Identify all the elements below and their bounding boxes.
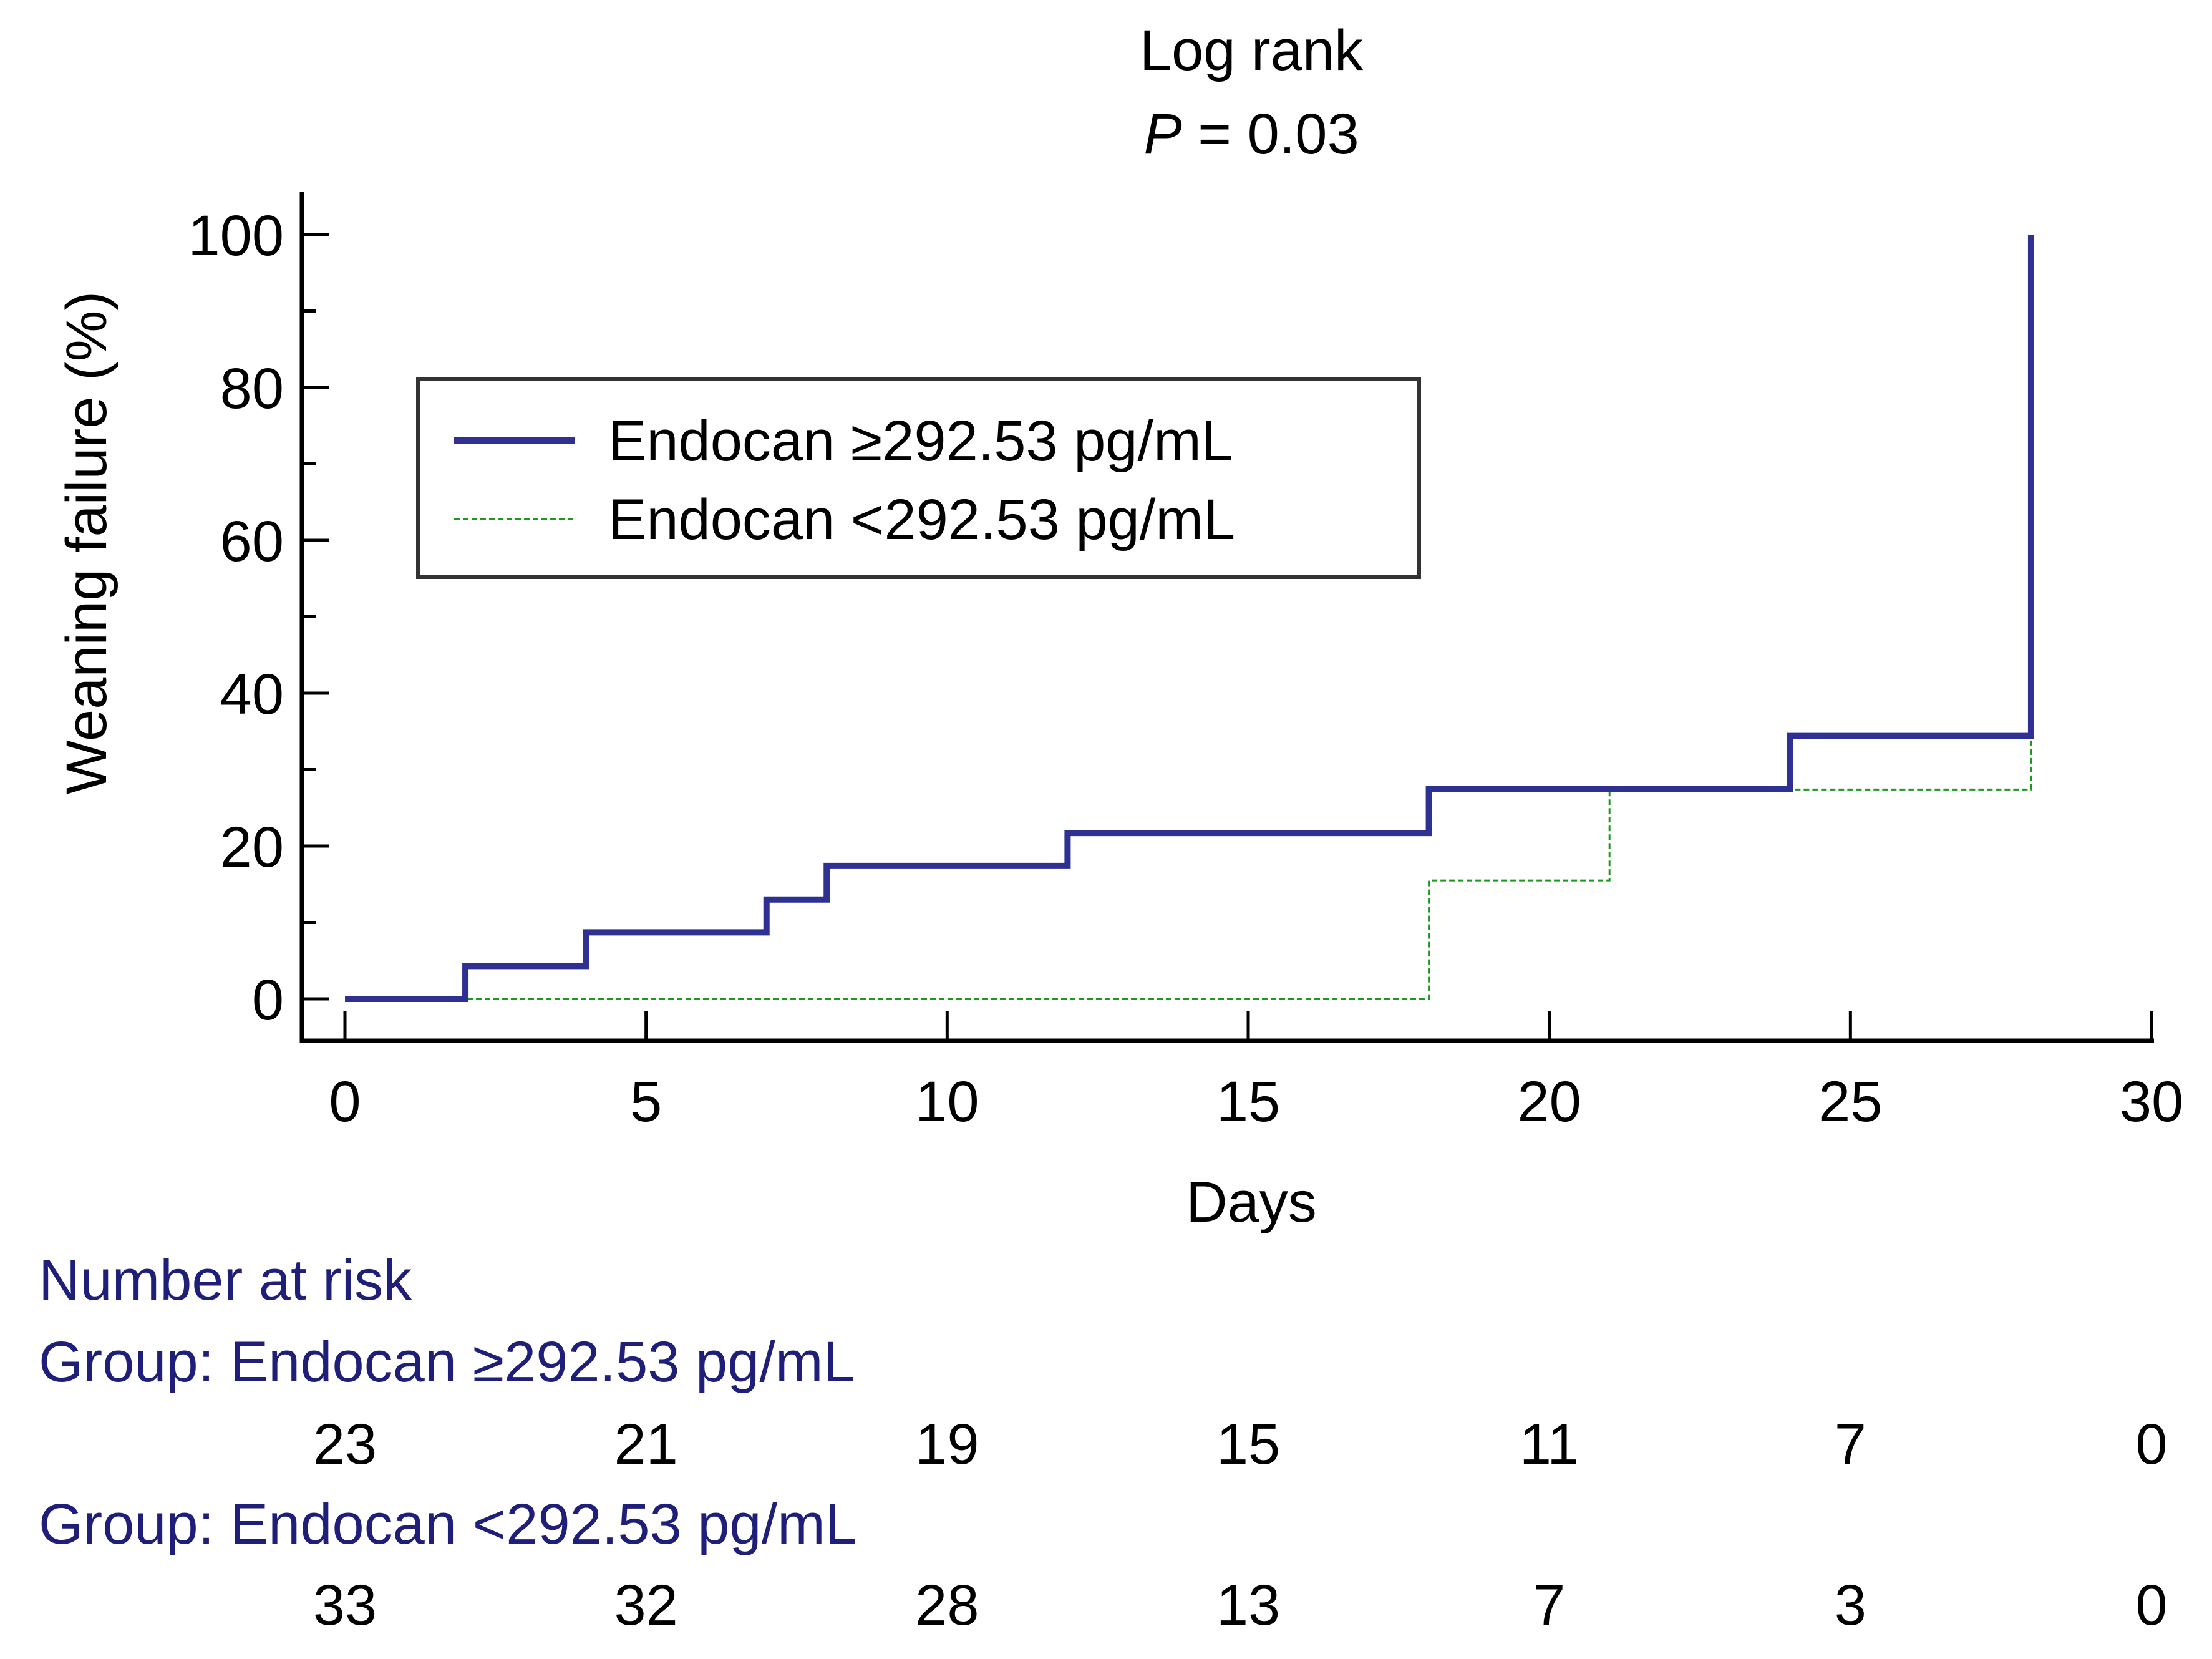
risk-group-1-label: Group: Endocan ≥292.53 pg/mL [39, 1330, 855, 1394]
p-value: = 0.03 [1182, 102, 1359, 166]
legend-label-series-2: Endocan <292.53 pg/mL [608, 488, 1235, 552]
x-tick-label: 15 [1216, 1070, 1280, 1134]
y-tick-label: 20 [220, 815, 284, 879]
risk-table-title: Number at risk [39, 1248, 412, 1312]
series-line-1 [345, 235, 2034, 1002]
risk-count: 21 [614, 1413, 677, 1476]
axes: 0 20 40 60 80 100 0 5 10 15 20 25 30 [188, 192, 2183, 1134]
risk-count: 7 [1533, 1574, 1565, 1637]
x-tick-label: 10 [915, 1070, 979, 1134]
y-tick-label: 80 [220, 357, 284, 421]
legend: Endocan ≥292.53 pg/mL Endocan <292.53 pg… [416, 377, 1421, 579]
risk-count: 23 [313, 1413, 377, 1476]
y-tick-label: 60 [220, 510, 284, 573]
risk-count: 32 [614, 1574, 677, 1637]
risk-count: 3 [1835, 1574, 1866, 1637]
y-tick-label: 40 [220, 663, 284, 726]
risk-count: 15 [1216, 1413, 1280, 1476]
risk-row-2: 33 32 28 13 7 3 0 [313, 1574, 2168, 1637]
risk-count: 7 [1835, 1413, 1866, 1476]
risk-group-2-label: Group: Endocan <292.53 pg/mL [39, 1492, 857, 1556]
risk-count: 19 [915, 1413, 979, 1476]
chart-subtitle: P = 0.03 [1143, 102, 1359, 166]
y-axis-label: Weaning failure (%) [55, 291, 119, 794]
y-tick-label: 0 [252, 968, 284, 1032]
risk-count: 11 [1520, 1413, 1579, 1476]
legend-label-series-1: Endocan ≥292.53 pg/mL [608, 409, 1233, 473]
risk-count: 13 [1216, 1574, 1280, 1637]
curves [345, 235, 2034, 1002]
legend-box [416, 377, 1421, 579]
x-tick-label: 5 [630, 1070, 662, 1134]
risk-count: 0 [2135, 1574, 2167, 1637]
x-axis-label: Days [1186, 1170, 1317, 1234]
risk-table: Number at risk Group: Endocan ≥292.53 pg… [39, 1248, 2168, 1637]
series-line-2 [345, 604, 2032, 1000]
p-label: P [1143, 102, 1181, 166]
risk-count: 33 [313, 1574, 377, 1637]
x-tick-label: 20 [1517, 1070, 1581, 1134]
x-tick-label: 30 [2120, 1070, 2183, 1134]
y-tick-label: 100 [188, 204, 284, 268]
x-tick-label: 0 [329, 1070, 361, 1134]
risk-count: 28 [915, 1574, 979, 1637]
chart-title: Log rank [1140, 19, 1364, 82]
risk-count: 0 [2135, 1413, 2167, 1476]
x-tick-label: 25 [1818, 1070, 1882, 1134]
risk-row-1: 23 21 19 15 11 7 0 [313, 1413, 2168, 1476]
